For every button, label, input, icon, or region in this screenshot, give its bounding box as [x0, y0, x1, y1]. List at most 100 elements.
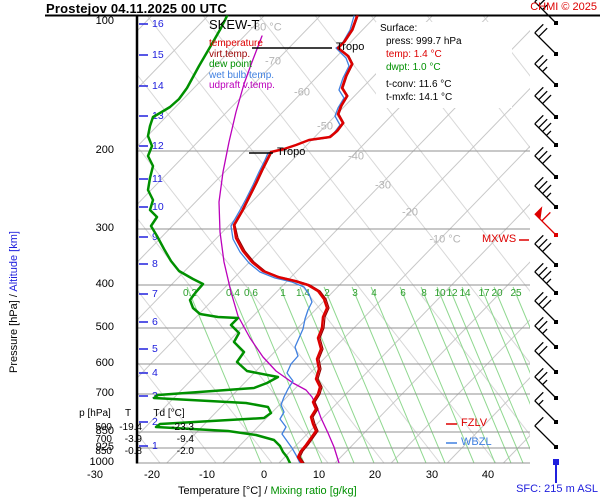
dry-adiabat-line [314, 15, 530, 293]
altitude-tick-label-2: 2 [152, 416, 158, 428]
mixing-ratio-line [448, 286, 524, 463]
page-title: Prostejov 04.11.2025 00 UTC [46, 1, 228, 16]
mixing-ratio-label: 0.6 [244, 288, 258, 299]
mixing-ratio-label: 4 [371, 288, 377, 299]
wind-barb-pennant [534, 206, 543, 220]
levels-table-header-row: p [hPa] T Td [°C] [78, 408, 196, 422]
wind-barb-half-feather [542, 379, 548, 386]
dry-adiabat-line [137, 289, 273, 463]
legend-item-virt-temp: virt.temp. [209, 49, 250, 60]
isotherm-label: -80 °C [250, 21, 282, 34]
wind-barb-half-feather [538, 399, 544, 406]
wind-barb-station-dot [554, 370, 558, 374]
mixing-ratio-label: 20 [491, 288, 503, 299]
wind-barb-staff [534, 350, 557, 373]
wind-barb-station-dot [554, 420, 558, 424]
wind-barb-feather [538, 320, 548, 331]
isotherm-label: -20 [402, 206, 418, 219]
levels-data-table: p [hPa] T Td [°C] 500 -19.4 -23.3 700 -3.9 -9.4 8… [78, 408, 196, 458]
dry-adiabat-line [202, 15, 530, 436]
temp-tick-label-20: 20 [368, 469, 382, 481]
mixing-ratio-label: 0.4 [226, 288, 240, 299]
curve-updraft-virtual-temperature [218, 35, 340, 463]
wind-barb-station-dot [554, 175, 558, 179]
mixing-ratio-line [370, 286, 446, 463]
wind-barb-feather [538, 238, 548, 249]
grid-clip-group [137, 15, 530, 463]
wind-barb-half-feather [542, 4, 548, 11]
pressure-tick-label-925: 925 [95, 441, 114, 453]
legend-label-temperature: temperature [209, 38, 263, 49]
wind-barb-feather [538, 180, 548, 191]
isotherm-label: -50 [317, 120, 333, 133]
wind-barb-feather [534, 54, 544, 65]
pressure-tick-label-300: 300 [95, 222, 114, 234]
wind-barb-half-feather [545, 278, 552, 284]
curve-temperature [232, 15, 359, 463]
isotherm-line [334, 261, 530, 463]
altitude-tick-label-5: 5 [152, 343, 158, 355]
station-elevation-label: SFC: 215 m ASL [516, 483, 598, 495]
levels-table-cell: 500 [95, 422, 112, 433]
dry-adiabat-line [137, 360, 217, 463]
isotherm-line [137, 15, 433, 321]
wind-barb-station-dot [554, 320, 558, 324]
isotherm-label: -70 [265, 55, 281, 68]
wind-barb-station-dot [554, 345, 558, 349]
wind-barb-feather [534, 114, 544, 125]
levels-table-cell: 700 [95, 434, 112, 445]
legend-label-dew-point: dew point [209, 59, 252, 70]
curves-clip-group [146, 15, 359, 463]
altitude-tick-label-6: 6 [152, 316, 158, 328]
wind-barb-feather [534, 367, 544, 378]
mixing-ratio-label: 12 [446, 288, 458, 299]
wind-barb-station-dot [554, 263, 558, 267]
mixing-ratio-label: 6 [400, 288, 406, 299]
mixing-ratio-line [480, 286, 530, 405]
wind-barb-half-feather [545, 192, 552, 198]
wind-barb-station-dot [554, 205, 558, 209]
levels-table-cell: -23.3 [171, 422, 194, 433]
dry-adiabat-line [137, 73, 441, 463]
wind-barb-station-dot [554, 143, 558, 147]
legend-item-temperature: temperature [209, 39, 263, 49]
wind-barb-feather [534, 341, 544, 352]
wind-barb-staff [534, 1, 557, 24]
surface-dwpt-value: dwpt: 1.0 °C [386, 62, 441, 73]
levels-table-cell: -0.8 [124, 446, 142, 457]
pressure-tick-label-600: 600 [95, 357, 114, 369]
wind-barb-staff [534, 32, 557, 55]
pressure-tick-label-100: 100 [95, 15, 114, 27]
altitude-tick-label-8: 8 [152, 258, 158, 270]
mixing-ratio-label: 2 [324, 288, 330, 299]
x-axis-title: Temperature [°C] / Mixing ratio [g/kg] [178, 486, 357, 497]
temp-tick-label-10: 10 [312, 469, 326, 481]
x-axis-title-mixing: Mixing ratio [g/kg] [270, 485, 357, 497]
isotherm-label: -40 [348, 150, 364, 163]
levels-table-header-1: T [124, 408, 132, 419]
mixing-ratio-label: 3 [352, 288, 358, 299]
surface-tmxfc-value: t-mxfc: 14.1 °C [386, 92, 453, 103]
x-axis-title-temperature: Temperature [°C] [178, 485, 262, 497]
altitude-tick-label-9: 9 [152, 231, 158, 243]
wind-barb-feather [534, 146, 544, 157]
wind-barb-feather [538, 345, 548, 356]
dry-adiabat-line [146, 15, 497, 463]
wind-barb-staff [534, 63, 557, 86]
wind-barb-station-dot [554, 445, 558, 449]
isotherm-line [137, 15, 265, 148]
mixing-ratio-line [247, 286, 323, 463]
wind-barb-staff [534, 376, 557, 399]
x-axis-title-sep: / [261, 485, 271, 497]
curve-wet-bulb-temperature [230, 15, 355, 463]
altitude-tick-label-14: 14 [152, 80, 164, 92]
mixing-ratio-label: 1.4 [296, 288, 310, 299]
altitude-tick-label-4: 4 [152, 367, 158, 379]
levels-table-row-1: 700 -3.9 -9.4 [78, 434, 196, 446]
legend-item-updraft: udpraft v.temp. [209, 81, 275, 91]
wind-barb-feather [542, 154, 552, 165]
wind-barb-staff [534, 400, 557, 423]
y-axis-title-pressure: Pressure [hPa] [8, 300, 20, 373]
